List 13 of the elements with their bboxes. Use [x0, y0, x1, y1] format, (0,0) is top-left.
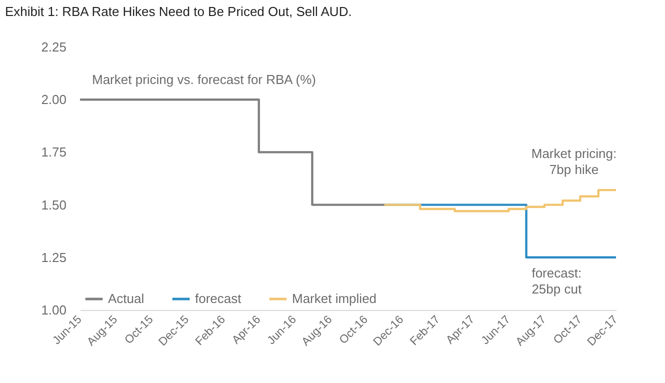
y-tick-label: 1.75 [41, 144, 66, 160]
legend-label: Actual [108, 291, 144, 306]
y-tick-label: 1.50 [41, 197, 66, 212]
y-tick-label: 2.25 [41, 40, 66, 54]
y-tick-label: 2.00 [41, 92, 66, 108]
y-tick-label: 1.25 [41, 250, 66, 265]
annotation: Market pricing: 7bp hike [531, 146, 617, 178]
y-tick-label: 1.00 [41, 302, 66, 318]
legend-label: forecast [195, 291, 242, 306]
text: Market pricing vs. forecast for RBA (%) [92, 72, 316, 87]
annotation: forecast: 25bp cut [532, 265, 582, 296]
chart-title: Exhibit 1: RBA Rate Hikes Need to Be Priced Out, Sell AUD. [5, 4, 352, 19]
legend-label: Market implied [292, 291, 377, 306]
